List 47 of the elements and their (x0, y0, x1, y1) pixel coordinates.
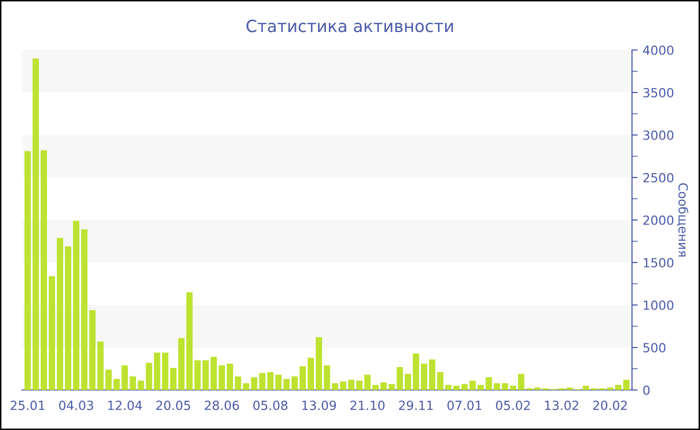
y-tick-label: 500 (643, 342, 666, 352)
x-tick-label: 25.01 (10, 400, 44, 410)
x-tick-label: 20.05 (156, 400, 190, 410)
bar (461, 384, 468, 390)
x-tick-label: 07.01 (447, 400, 482, 410)
bar (56, 238, 64, 390)
y-tick-label: 3500 (643, 88, 674, 98)
y-tick-label: 1000 (644, 300, 674, 310)
x-tick-label: 12.04 (108, 400, 142, 410)
x-tick-label: 04.03 (59, 400, 94, 410)
bar (364, 374, 371, 390)
bar (275, 374, 282, 390)
x-tick-label: 20.02 (593, 400, 627, 410)
bar (332, 383, 338, 390)
x-tick-label: 29.11 (399, 400, 433, 410)
y-tick-label: 2500 (643, 172, 674, 182)
bar (510, 386, 516, 390)
x-tick-label: 13.09 (302, 400, 336, 410)
y-tick-label: 2000 (643, 215, 674, 225)
x-tick-label: 28.06 (204, 400, 239, 410)
y-tick-label: 0 (643, 385, 650, 395)
bar (146, 362, 152, 390)
x-tick-label: 05.02 (496, 400, 530, 410)
bar (186, 292, 193, 390)
bar (48, 276, 56, 390)
y-tick-label: 3000 (643, 130, 674, 140)
x-tick-label: 21.10 (350, 400, 385, 410)
bar (324, 365, 330, 390)
bar (97, 342, 104, 390)
bar (234, 376, 242, 390)
x-tick-label: 05.08 (253, 400, 288, 410)
bar (316, 337, 322, 390)
bar (412, 353, 420, 390)
y-axis-title: Сообщения (676, 183, 688, 256)
y-tick-label: 4000 (643, 45, 674, 55)
bar (372, 384, 379, 390)
bar (138, 380, 144, 390)
bar (502, 383, 508, 390)
chart-title: Статистика активности (246, 20, 453, 32)
y-tick-label: 1500 (644, 258, 674, 268)
bar (283, 378, 290, 390)
x-tick-label: 13.02 (545, 400, 578, 410)
bar (420, 364, 428, 390)
bar (194, 360, 201, 390)
bar (226, 364, 234, 390)
bar (105, 370, 112, 390)
bar (453, 386, 460, 390)
